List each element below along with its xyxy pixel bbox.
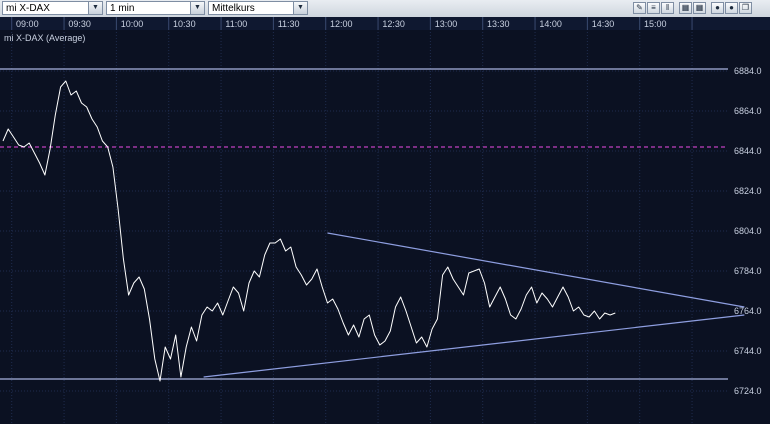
y-axis: 6724.0 6744.0 6764.0 6784.0 6804.0 6824.0 6844… (734, 66, 762, 396)
chart-title: mi X-DAX (Average) (4, 33, 85, 43)
x-tick-label: 09:00 (16, 19, 39, 29)
y-tick-label: 6824.0 (734, 186, 762, 196)
interval-select[interactable]: 1 min ▼ (106, 1, 205, 15)
x-tick-label: 13:00 (435, 19, 458, 29)
chart-toolbar: mi X-DAX ▼ 1 min ▼ Mittelkurs ▼ ✎ ≡ ‖ ▦ … (0, 0, 770, 18)
instrument-select-value: mi X-DAX (6, 3, 50, 14)
x-tick-label: 14:30 (592, 19, 615, 29)
x-tick-label: 10:00 (121, 19, 144, 29)
x-tick-label: 13:30 (487, 19, 510, 29)
x-tick-label: 12:30 (382, 19, 405, 29)
y-tick-label: 6844.0 (734, 146, 762, 156)
trend-lines (203, 232, 745, 378)
interval-select-value: 1 min (110, 3, 135, 14)
grid-icon[interactable]: ▦ (679, 2, 692, 14)
pencil-icon[interactable]: ✎ (633, 2, 646, 14)
chart-background (0, 17, 770, 424)
y-tick-label: 6764.0 (734, 306, 762, 316)
vertical-lines-icon[interactable]: ‖ (661, 2, 674, 14)
y-tick-label: 6724.0 (734, 386, 762, 396)
settings-icon[interactable]: ● (725, 2, 738, 14)
x-axis: 08:3009:0009:3010:0010:3011:0011:3012:00… (0, 17, 770, 30)
x-tick-label: 11:00 (225, 19, 247, 29)
x-tick-label: 15:00 (644, 19, 667, 29)
globe-icon[interactable]: ● (711, 2, 724, 14)
grid-dense-icon[interactable]: ▦ (693, 2, 706, 14)
trend-line[interactable] (327, 232, 745, 308)
series-group (2, 80, 616, 382)
chevron-down-icon[interactable]: ▼ (88, 2, 102, 14)
chevron-down-icon[interactable]: ▼ (190, 2, 204, 14)
price-chart: 08:3009:0009:3010:0010:3011:0011:3012:00… (0, 17, 770, 424)
y-tick-label: 6784.0 (734, 266, 762, 276)
trend-line[interactable] (203, 314, 745, 378)
price-type-select-value: Mittelkurs (212, 3, 255, 14)
x-axis-strip (0, 17, 770, 30)
x-tick-label: 14:00 (539, 19, 562, 29)
y-tick-label: 6884.0 (734, 66, 762, 76)
price-type-select[interactable]: Mittelkurs ▼ (208, 1, 308, 15)
reference-lines (0, 68, 728, 380)
price-series-line (2, 80, 616, 382)
x-tick-label: 11:30 (278, 19, 300, 29)
y-tick-label: 6864.0 (734, 106, 762, 116)
x-tick-label: 10:30 (173, 19, 196, 29)
window-icon[interactable]: ❐ (739, 2, 752, 14)
y-tick-label: 6744.0 (734, 346, 762, 356)
y-tick-label: 6804.0 (734, 226, 762, 236)
x-tick-label: 09:30 (68, 19, 91, 29)
horizontal-lines-icon[interactable]: ≡ (647, 2, 660, 14)
chevron-down-icon[interactable]: ▼ (293, 2, 307, 14)
instrument-select[interactable]: mi X-DAX ▼ (2, 1, 103, 15)
x-tick-label: 12:00 (330, 19, 353, 29)
